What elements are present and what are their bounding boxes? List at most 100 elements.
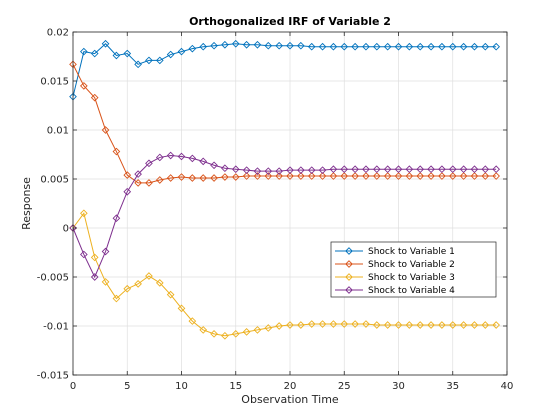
- data-point: [438, 42, 446, 51]
- data-point: [427, 165, 435, 174]
- data-point: [275, 172, 283, 180]
- data-point: [470, 42, 479, 51]
- data-point: [307, 172, 316, 180]
- data-point: [123, 284, 132, 293]
- data-point: [307, 42, 316, 51]
- data-point: [307, 320, 316, 328]
- data-point: [112, 294, 121, 303]
- data-point: [242, 166, 251, 175]
- data-point: [155, 56, 164, 65]
- y-tick-label: 0.015: [40, 77, 69, 88]
- data-point: [297, 172, 305, 180]
- data-point: [372, 172, 381, 180]
- series-1: [69, 39, 500, 101]
- data-point: [145, 56, 153, 65]
- data-point: [459, 321, 468, 329]
- data-point: [210, 41, 218, 50]
- data-point: [177, 152, 186, 161]
- data-point: [470, 165, 479, 174]
- data-point: [427, 172, 435, 180]
- data-point: [101, 126, 110, 134]
- data-point: [448, 165, 457, 174]
- data-point: [264, 172, 273, 180]
- data-point: [297, 166, 305, 175]
- data-point: [438, 172, 446, 180]
- data-point: [340, 172, 349, 180]
- data-point: [448, 321, 457, 329]
- x-tick-label: 10: [175, 381, 188, 392]
- legend-marker: [345, 260, 353, 268]
- data-point: [231, 165, 240, 174]
- x-tick-label: 30: [392, 381, 405, 392]
- data-point: [253, 172, 262, 180]
- data-point: [199, 42, 208, 51]
- series-line: [72, 154, 497, 279]
- data-point: [286, 166, 294, 175]
- data-point: [264, 324, 273, 332]
- legend-marker: [345, 286, 353, 294]
- data-point: [362, 172, 370, 180]
- data-point: [242, 328, 251, 336]
- data-point: [264, 167, 273, 175]
- data-point: [221, 173, 229, 181]
- data-point: [372, 42, 381, 51]
- data-point: [329, 165, 338, 174]
- data-point: [492, 172, 500, 180]
- data-point: [286, 172, 294, 180]
- data-point: [362, 165, 370, 174]
- y-tick-label: 0.02: [47, 28, 69, 39]
- data-point: [199, 174, 208, 182]
- data-point: [329, 320, 338, 328]
- x-tick-label: 15: [229, 381, 242, 392]
- data-point: [470, 172, 479, 180]
- x-tick-label: 20: [284, 381, 297, 392]
- data-point: [253, 40, 262, 49]
- data-point: [448, 42, 457, 51]
- legend-marker: [345, 273, 353, 281]
- data-point: [383, 172, 392, 180]
- data-point: [459, 42, 468, 51]
- data-point: [275, 322, 283, 330]
- data-point: [221, 331, 229, 340]
- data-point: [481, 321, 490, 329]
- data-point: [210, 161, 218, 170]
- data-point: [372, 165, 381, 174]
- data-point: [166, 290, 175, 299]
- data-point: [351, 320, 359, 328]
- data-point: [438, 321, 446, 329]
- x-tick-label: 0: [70, 381, 76, 392]
- x-tick-label: 5: [124, 381, 130, 392]
- data-point: [101, 278, 110, 286]
- data-point: [362, 42, 370, 51]
- y-tick-label: -0.01: [43, 322, 69, 333]
- data-point: [318, 320, 327, 328]
- data-point: [307, 166, 316, 175]
- chart-title: Orthogonalized IRF of Variable 2: [189, 15, 391, 28]
- data-point: [438, 165, 446, 174]
- data-point: [405, 165, 414, 174]
- data-point: [405, 172, 414, 180]
- data-point: [253, 326, 262, 334]
- data-point: [362, 320, 370, 328]
- legend-marker: [345, 247, 353, 255]
- x-tick-label: 25: [338, 381, 351, 392]
- data-point: [351, 165, 359, 174]
- data-point: [145, 272, 153, 280]
- legend-label: Shock to Variable 2: [368, 260, 455, 270]
- data-point: [481, 165, 490, 174]
- data-point: [416, 165, 425, 174]
- data-point: [264, 41, 273, 50]
- data-point: [470, 321, 479, 329]
- data-point: [318, 172, 327, 180]
- data-point: [221, 40, 229, 49]
- data-point: [177, 304, 186, 313]
- series-2: [69, 60, 500, 187]
- data-point: [394, 172, 403, 180]
- data-point: [481, 42, 490, 51]
- data-point: [253, 167, 262, 175]
- data-point: [416, 172, 425, 180]
- data-point: [90, 93, 99, 102]
- legend-label: Shock to Variable 3: [368, 273, 455, 283]
- data-point: [416, 42, 425, 51]
